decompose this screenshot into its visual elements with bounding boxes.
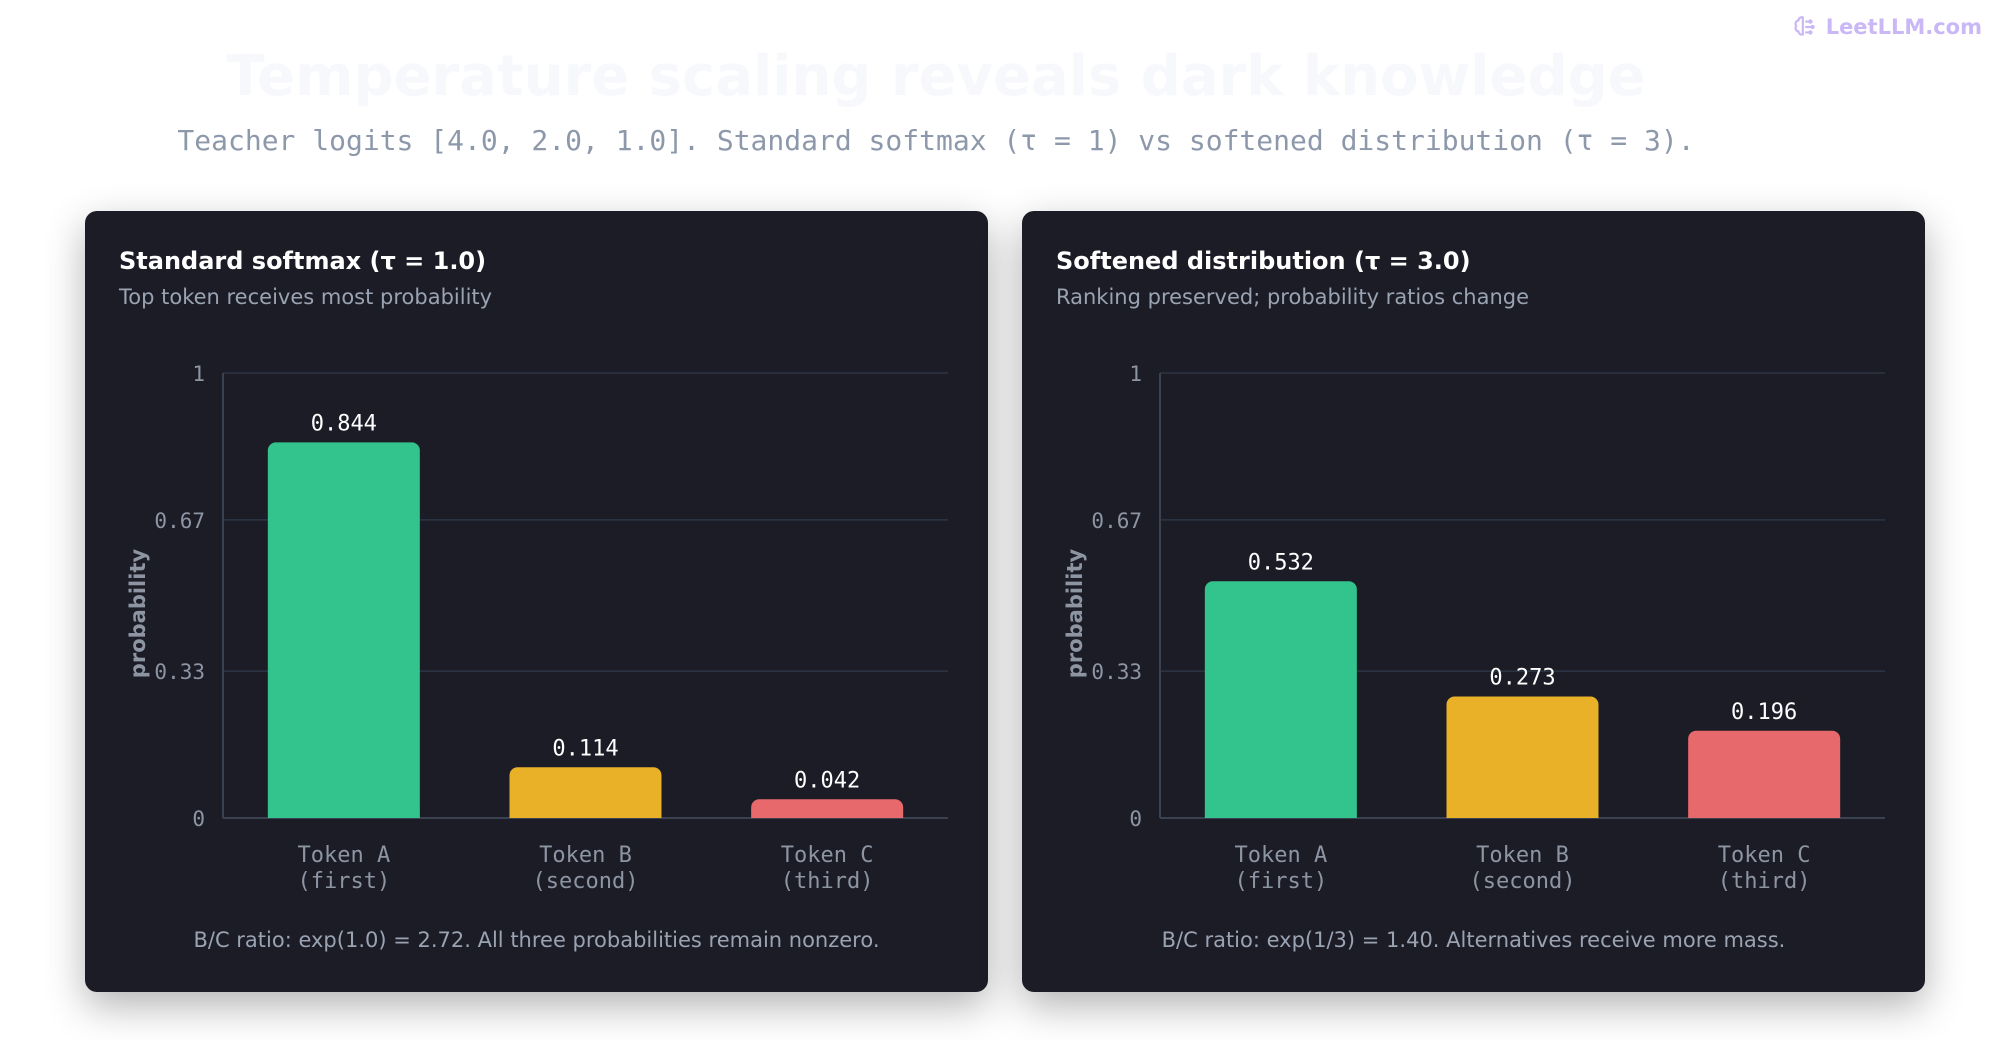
brand-name: LeetLLM.com: [1825, 15, 1982, 39]
bar-base: [1204, 810, 1357, 818]
bar-base: [751, 810, 904, 818]
bar-value-label: 0.196: [1731, 700, 1797, 725]
y-tick-label: 0.67: [1091, 509, 1142, 533]
panel-title: Standard softmax (τ = 1.0): [119, 247, 487, 275]
bar-value-label: 0.844: [311, 411, 377, 436]
x-tick-label: (third): [781, 869, 874, 894]
y-tick-label: 0: [192, 807, 205, 831]
bar-value-label: 0.114: [552, 736, 618, 761]
y-tick-label: 0: [1129, 807, 1142, 831]
x-tick-label: (second): [533, 869, 639, 894]
bar-chart-standard: 0 0.33 0.67 1 probability 0.844 Token A(first)…: [126, 362, 948, 894]
chart-panel-standard: Standard softmax (τ = 1.0) Top token rec…: [85, 211, 988, 992]
y-tick-label: 1: [1129, 362, 1142, 386]
brand-logo[interactable]: LeetLLM.com: [1792, 14, 1982, 40]
y-axis-label: probability: [126, 549, 150, 679]
bar: [1204, 581, 1357, 818]
bar-base: [1688, 810, 1841, 818]
x-tick-label: (third): [1718, 869, 1811, 894]
panel-title: Softened distribution (τ = 3.0): [1056, 247, 1471, 275]
x-tick-label: Token B: [1476, 843, 1569, 868]
y-tick-label: 0.67: [154, 509, 205, 533]
brain-icon: [1794, 16, 1815, 36]
bar: [267, 442, 420, 818]
page-subtitle: Teacher logits [4.0, 2.0, 1.0]. Standard…: [177, 124, 1695, 157]
x-tick-label: Token A: [1234, 843, 1327, 868]
x-tick-label: (first): [297, 869, 390, 894]
x-tick-label: (first): [1234, 869, 1327, 894]
bar-value-label: 0.532: [1248, 550, 1314, 575]
bar-value-label: 0.273: [1489, 666, 1555, 691]
y-tick-label: 1: [192, 362, 205, 386]
bar-value-label: 0.042: [794, 768, 860, 793]
x-tick-label: Token B: [539, 843, 632, 868]
bar: [509, 767, 662, 818]
y-tick-label: 0.33: [1091, 660, 1142, 684]
x-tick-label: Token C: [1718, 843, 1811, 868]
panel-note: B/C ratio: exp(1.0) = 2.72. All three pr…: [193, 928, 880, 952]
x-tick-label: Token C: [781, 843, 874, 868]
x-tick-label: Token A: [297, 843, 390, 868]
page-title: Temperature scaling reveals dark knowled…: [226, 44, 1646, 109]
y-axis-label: probability: [1063, 549, 1087, 679]
bar-chart-softened: 0 0.33 0.67 1 probability 0.532 Token A(first)…: [1063, 362, 1885, 894]
chart-panel-softened: Softened distribution (τ = 3.0) Ranking …: [1022, 211, 1925, 992]
x-tick-label: (second): [1470, 869, 1576, 894]
y-tick-label: 0.33: [154, 660, 205, 684]
bar: [1446, 696, 1599, 818]
bar-base: [267, 810, 420, 818]
panel-subtitle: Ranking preserved; probability ratios ch…: [1056, 285, 1530, 309]
panel-subtitle: Top token receives most probability: [119, 285, 493, 309]
bar: [1688, 730, 1841, 818]
bar-base: [1446, 810, 1599, 818]
panel-note: B/C ratio: exp(1/3) = 1.40. Alternatives…: [1161, 928, 1786, 952]
bar-base: [509, 810, 662, 818]
